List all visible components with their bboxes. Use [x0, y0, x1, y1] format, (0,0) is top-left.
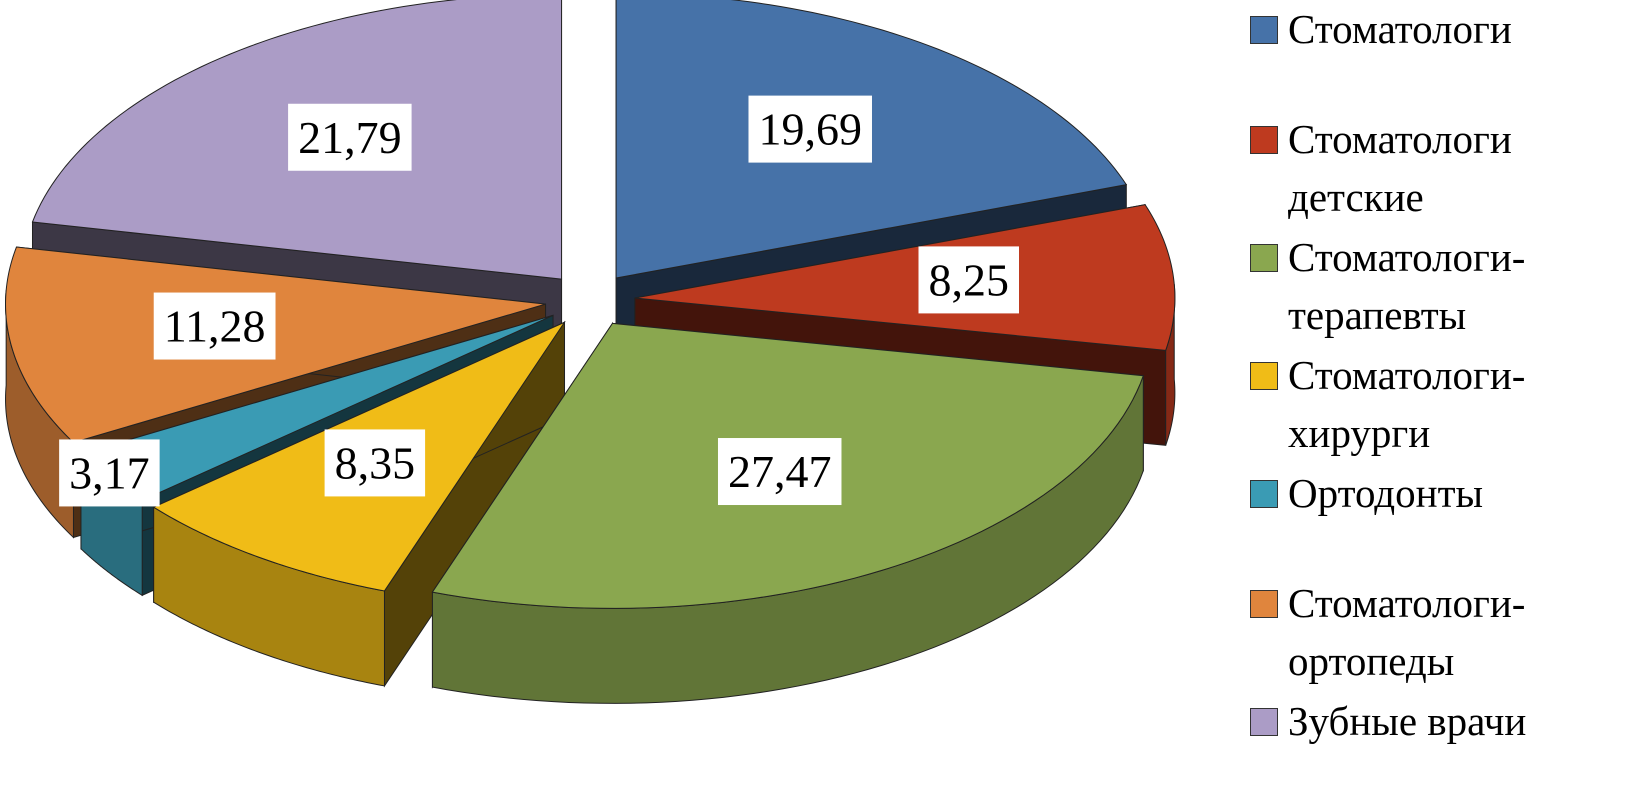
legend-item: Ортодонты [1250, 464, 1630, 522]
legend-item: Стоматологи детские [1250, 110, 1630, 226]
data-label-text: 27,47 [728, 446, 832, 497]
legend-swatch [1250, 244, 1278, 272]
page: 19,69 8,25 27,47 8,35 3,17 11,28 21,79 Стомато… [5, 0, 1527, 744]
legend-item: Стоматологи-хирурги [1250, 346, 1630, 462]
data-label-text: 8,25 [928, 254, 1009, 305]
legend-label: Стоматологи детские [1288, 116, 1512, 220]
legend-swatch [1250, 362, 1278, 390]
data-label: 11,28 [153, 292, 276, 360]
data-label-text: 8,35 [335, 437, 416, 488]
data-label-text: 19,69 [758, 104, 862, 155]
legend-label: Стоматологи-терапевты [1288, 234, 1526, 338]
legend-label: Стоматологи [1288, 6, 1512, 52]
data-label: 8,35 [324, 429, 426, 497]
data-label-text: 3,17 [69, 447, 150, 498]
data-label-text: 21,79 [298, 112, 402, 163]
legend: Стоматологи Стоматологи детские Стоматолог… [1250, 0, 1630, 802]
legend-item: Стоматологи-терапевты [1250, 228, 1630, 344]
legend-label: Стоматологи-хирурги [1288, 352, 1526, 456]
legend-item: Стоматологи-ортопеды [1250, 574, 1630, 690]
legend-swatch [1250, 480, 1278, 508]
data-label-box [288, 103, 412, 171]
data-label-text: 11,28 [164, 301, 266, 352]
legend-swatch [1250, 126, 1278, 154]
legend-label: Зубные врачи [1288, 698, 1527, 744]
legend-label: Стоматологи-ортопеды [1288, 580, 1526, 684]
data-label-box [59, 439, 160, 507]
legend-swatch [1250, 708, 1278, 736]
slice-top [5, 246, 546, 444]
data-label: 8,25 [918, 246, 1019, 314]
data-label-box [324, 429, 426, 497]
data-label-box [918, 246, 1019, 314]
slice-top [634, 204, 1176, 351]
data-label-box [748, 95, 872, 163]
data-label-box [717, 438, 842, 506]
data-label: 3,17 [59, 439, 160, 507]
legend-item: Зубные врачи [1250, 692, 1630, 750]
legend-label: Ортодонты [1288, 470, 1484, 516]
legend-item: Стоматологи [1250, 0, 1630, 58]
data-label-box [153, 292, 276, 360]
legend-swatch [1250, 16, 1278, 44]
data-label: 27,47 [717, 438, 842, 506]
chart: 19,69 8,25 27,47 8,35 3,17 11,28 21,79 [5, 0, 1176, 704]
data-label: 19,69 [748, 95, 872, 163]
legend-swatch [1250, 590, 1278, 618]
data-label: 21,79 [288, 103, 412, 171]
